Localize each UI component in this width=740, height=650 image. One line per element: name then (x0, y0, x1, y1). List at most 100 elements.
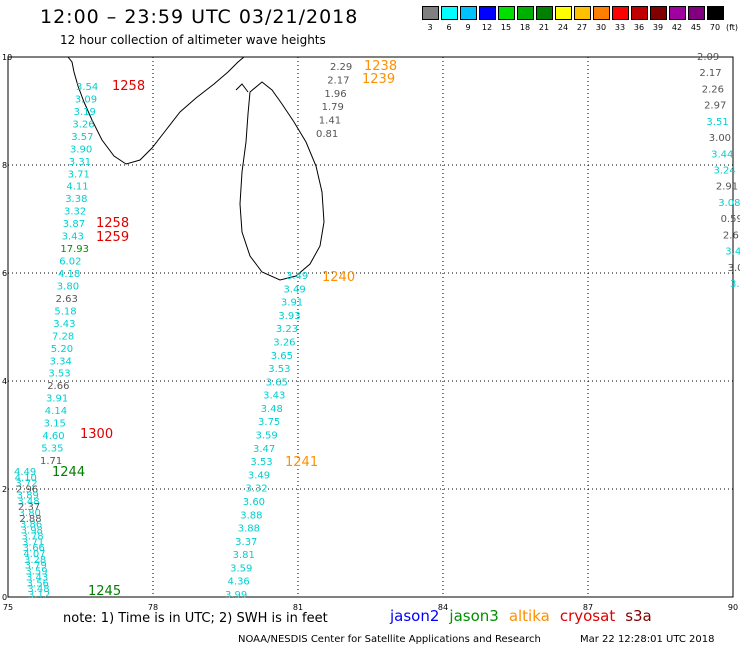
wave-height-label: 2.63 (56, 294, 78, 305)
wave-height-label: 3.49 (248, 470, 270, 481)
wave-height-label: 3.86 (20, 520, 42, 531)
wave-height-label: 3.56 (27, 578, 49, 589)
pass-time-label: 1300 (80, 427, 113, 442)
map-grid (8, 57, 733, 597)
wave-height-label: 3.43 (53, 319, 75, 330)
scale-label: 27 (576, 23, 588, 32)
wave-height-label: 3.47 (253, 444, 275, 455)
wave-height-label: 2.17 (699, 68, 721, 79)
wave-height-label: 4.10 (15, 473, 37, 484)
scale-swatch (650, 6, 667, 20)
scale-swatch (555, 6, 572, 20)
wave-height-label: 3.59 (230, 563, 252, 574)
lat-tick: 6 (2, 269, 7, 278)
scale-swatch (574, 6, 591, 20)
wave-height-label: 3.71 (68, 169, 90, 180)
wave-height-label: 2.26 (702, 84, 724, 95)
wave-height-label: 3.12 (28, 590, 50, 601)
scale-label: 3 (427, 23, 433, 32)
wave-height-label: 3.72 (15, 479, 37, 490)
scale-label: 36 (633, 23, 645, 32)
wave-height-label: 3.93 (278, 311, 300, 322)
map-subtitle: 12 hour collection of altimeter wave hei… (60, 33, 326, 47)
scale-swatch (631, 6, 648, 20)
wave-height-label: 3.54 (76, 82, 98, 93)
wave-height-label: 7.28 (52, 331, 74, 342)
scale-swatch (536, 6, 553, 20)
wave-height-label: 0.59 (721, 214, 740, 225)
wave-height-label: 3.81 (233, 550, 255, 561)
legend-item: jason3 (449, 607, 499, 625)
wave-height-label: 3.0 (728, 263, 740, 274)
wave-height-label: 3.43 (263, 391, 285, 402)
wave-height-label: 3.49 (286, 271, 308, 282)
wave-height-label: 3.37 (235, 537, 257, 548)
wave-height-label: 4.14 (45, 406, 67, 417)
wave-height-label: 4.60 (42, 431, 64, 442)
wave-height-label: 3.65 (271, 351, 293, 362)
wave-height-label: 3.28 (24, 555, 46, 566)
wave-height-label: 3.23 (276, 324, 298, 335)
scale-label: 42 (671, 23, 683, 32)
wave-height-label: 3.31 (69, 157, 91, 168)
wave-height-label: 3.65 (266, 377, 288, 388)
wave-height-label: 3.90 (70, 144, 92, 155)
pass-time-label: 1240 (322, 270, 355, 285)
scale-label: 18 (519, 23, 531, 32)
scale-swatch (517, 6, 534, 20)
lon-tick: 81 (293, 603, 303, 612)
scale-label: 70 (709, 23, 721, 32)
wave-height-label: 2.29 (330, 62, 352, 73)
wave-height-label: 3.19 (74, 107, 96, 118)
credit-line: NOAA/NESDIS Center for Satellite Applica… (238, 634, 541, 645)
wave-height-labels: 3.543.093.193.263.573.903.313.714.113.38… (14, 52, 740, 601)
map-title: 12:00 – 23:59 UTC 03/21/2018 (40, 6, 359, 28)
pass-time-label: 1259 (96, 230, 129, 245)
sri-lanka-coastline (239, 81, 325, 281)
scale-label: 15 (500, 23, 512, 32)
scale-label: 39 (652, 23, 664, 32)
wave-height-label: 1.41 (319, 116, 341, 127)
wave-height-label: 3.75 (258, 417, 280, 428)
scale-swatch (479, 6, 496, 20)
wave-height-label: 2.97 (704, 101, 726, 112)
wave-height-label: 3.91 (46, 394, 68, 405)
generation-timestamp: Mar 22 12:28:01 UTC 2018 (580, 634, 715, 645)
wave-height-label: 3.80 (57, 281, 79, 292)
scale-swatch (707, 6, 724, 20)
scale-label: 12 (481, 23, 493, 32)
wave-height-label: 5.20 (51, 344, 73, 355)
wave-height-label: 3.60 (243, 497, 265, 508)
wave-height-label: 3.48 (261, 404, 283, 415)
wave-height-label: 3.59 (25, 567, 47, 578)
wave-height-label: 2.91 (716, 182, 738, 193)
lon-tick: 78 (148, 603, 158, 612)
scale-label: 21 (538, 23, 550, 32)
pass-time-label: 1258 (96, 216, 129, 231)
lon-tick: 84 (438, 603, 448, 612)
wave-height-label: 3.38 (65, 194, 87, 205)
wave-height-label: 3.00 (709, 133, 731, 144)
scale-label: 9 (465, 23, 471, 32)
scale-label: 6 (446, 23, 452, 32)
scale-swatch (593, 6, 610, 20)
scale-label: 24 (557, 23, 569, 32)
lat-tick: 10 (2, 53, 12, 62)
scale-swatch (422, 6, 439, 20)
scale-label: 30 (595, 23, 607, 32)
wave-height-label: 3.53 (48, 369, 70, 380)
gulf-of-mannar-shoal (235, 83, 249, 93)
wave-height-label: 3.53 (268, 364, 290, 375)
wave-height-label: 4.11 (66, 182, 88, 193)
pass-time-label: 1245 (88, 584, 121, 599)
wave-height-label: 2.66 (47, 381, 69, 392)
wave-height-label: 3.88 (240, 510, 262, 521)
wave-height-label: 3.48 (17, 496, 39, 507)
map-frame (7, 56, 734, 598)
wave-height-label: 3.4 (725, 247, 740, 258)
scale-swatch (669, 6, 686, 20)
lat-tick: 2 (2, 485, 7, 494)
wave-height-label: 3.89 (17, 490, 39, 501)
wave-height-label: 3.32 (64, 207, 86, 218)
scale-label: 45 (690, 23, 702, 32)
